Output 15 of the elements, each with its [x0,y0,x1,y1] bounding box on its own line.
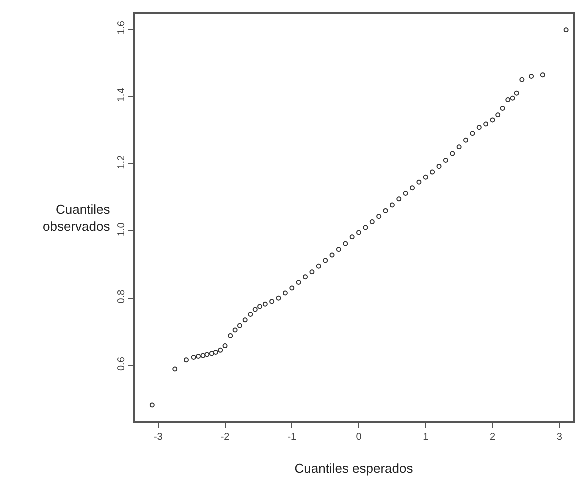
x-tick-label: -1 [288,432,298,443]
x-tick-label: 0 [356,432,362,443]
x-tick-label: 2 [490,432,496,443]
y-tick-label: 1.4 [116,88,128,102]
x-axis-title: Cuantiles esperados [294,460,414,476]
x-tick-label: 1 [423,432,430,443]
y-axis-title: Cuantiles observados [43,202,111,234]
y-tick-label: 1.6 [116,20,128,35]
x-tick-label: -3 [154,432,164,443]
y-tick-label: 1.0 [116,222,128,237]
x-tick-label: -2 [220,432,230,443]
y-tick-label: 0.6 [116,356,128,372]
x-tick-label: 3 [556,432,563,443]
y-tick-label: 0.8 [116,289,128,304]
y-tick-label: 1.2 [116,155,128,170]
